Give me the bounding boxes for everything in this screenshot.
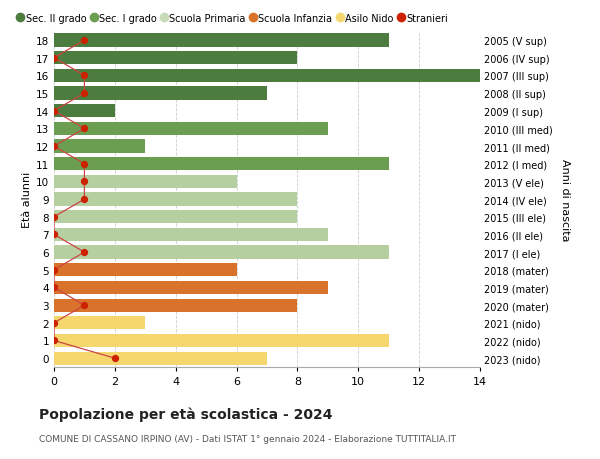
Bar (54, 281, 328, 295)
Point (80, 90, 89, 97)
Point (80, 302, 89, 309)
Bar (54, 105, 115, 118)
Text: COMUNE DI CASSANO IRPINO (AV) - Dati ISTAT 1° gennaio 2024 - Elaborazione TUTTIT: COMUNE DI CASSANO IRPINO (AV) - Dati IST… (39, 434, 456, 443)
Point (49, 267, 59, 274)
Bar (54, 70, 480, 83)
Legend: Sec. II grado, Sec. I grado, Scuola Primaria, Scuola Infanzia, Asilo Nido, Stran: Sec. II grado, Sec. I grado, Scuola Prim… (18, 14, 448, 24)
Point (80, 161, 89, 168)
Bar (54, 246, 389, 259)
Point (110, 355, 119, 362)
Point (49, 143, 59, 151)
Bar (54, 334, 389, 347)
Bar (54, 211, 298, 224)
Point (80, 196, 89, 203)
Point (49, 319, 59, 327)
Bar (54, 317, 145, 330)
Point (49, 337, 59, 344)
Bar (54, 299, 298, 312)
Point (49, 231, 59, 239)
Bar (54, 228, 328, 241)
Bar (54, 87, 267, 101)
Bar (54, 352, 267, 365)
Bar (54, 52, 298, 65)
Point (49, 55, 59, 62)
Bar (54, 175, 236, 189)
Bar (54, 34, 389, 48)
Bar (54, 140, 145, 153)
Point (49, 213, 59, 221)
Point (80, 249, 89, 256)
Bar (54, 158, 389, 171)
Point (80, 37, 89, 45)
Y-axis label: Età alunni: Età alunni (22, 172, 32, 228)
Bar (54, 193, 298, 206)
Text: Popolazione per età scolastica - 2024: Popolazione per età scolastica - 2024 (39, 406, 332, 421)
Point (80, 73, 89, 80)
Bar (54, 123, 328, 136)
Point (49, 284, 59, 291)
Y-axis label: Anni di nascita: Anni di nascita (560, 158, 570, 241)
Point (80, 179, 89, 186)
Point (80, 125, 89, 133)
Point (49, 108, 59, 115)
Bar (54, 263, 236, 277)
